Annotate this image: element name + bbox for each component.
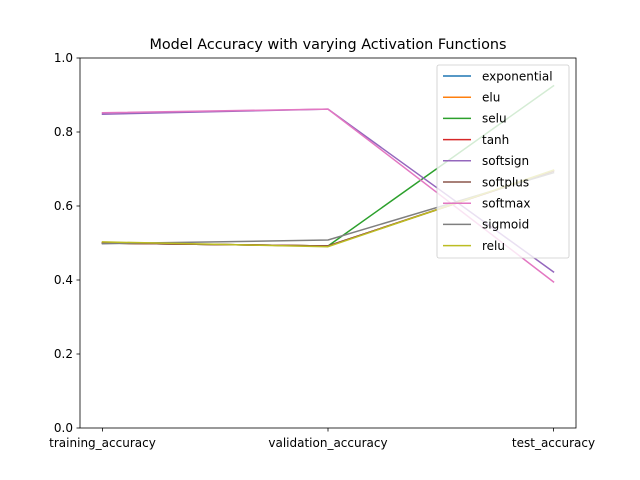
legend-box xyxy=(436,64,570,259)
y-tick-label: 0.8 xyxy=(54,125,73,139)
y-tick-label: 1.0 xyxy=(54,51,73,65)
x-tick-label: training_accuracy xyxy=(49,436,156,450)
y-tick-label: 0.0 xyxy=(54,421,73,435)
legend-label-elu: elu xyxy=(482,91,500,105)
x-tick-label: validation_accuracy xyxy=(268,436,387,450)
legend: exponential elu selu tanh softsign softplus so… xyxy=(436,64,570,259)
legend-label-relu: relu xyxy=(482,239,505,253)
x-axis: training_accuracy validation_accuracy test… xyxy=(49,428,595,450)
legend-label-sigmoid: sigmoid xyxy=(482,218,529,232)
legend-label-softsign: softsign xyxy=(482,154,529,168)
legend-label-selu: selu xyxy=(482,112,507,126)
chart-title: Model Accuracy with varying Activation F… xyxy=(149,37,506,53)
y-tick-label: 0.6 xyxy=(54,199,73,213)
legend-label-softmax: softmax xyxy=(482,197,530,211)
legend-label-tanh: tanh xyxy=(482,133,509,147)
x-tick-label: test_accuracy xyxy=(512,436,595,450)
legend-label-exponential: exponential xyxy=(482,69,553,83)
y-tick-label: 0.2 xyxy=(54,347,73,361)
legend-label-softplus: softplus xyxy=(482,175,529,189)
y-tick-label: 0.4 xyxy=(54,273,73,287)
y-axis: 0.0 0.2 0.4 0.6 0.8 1.0 xyxy=(54,51,80,435)
